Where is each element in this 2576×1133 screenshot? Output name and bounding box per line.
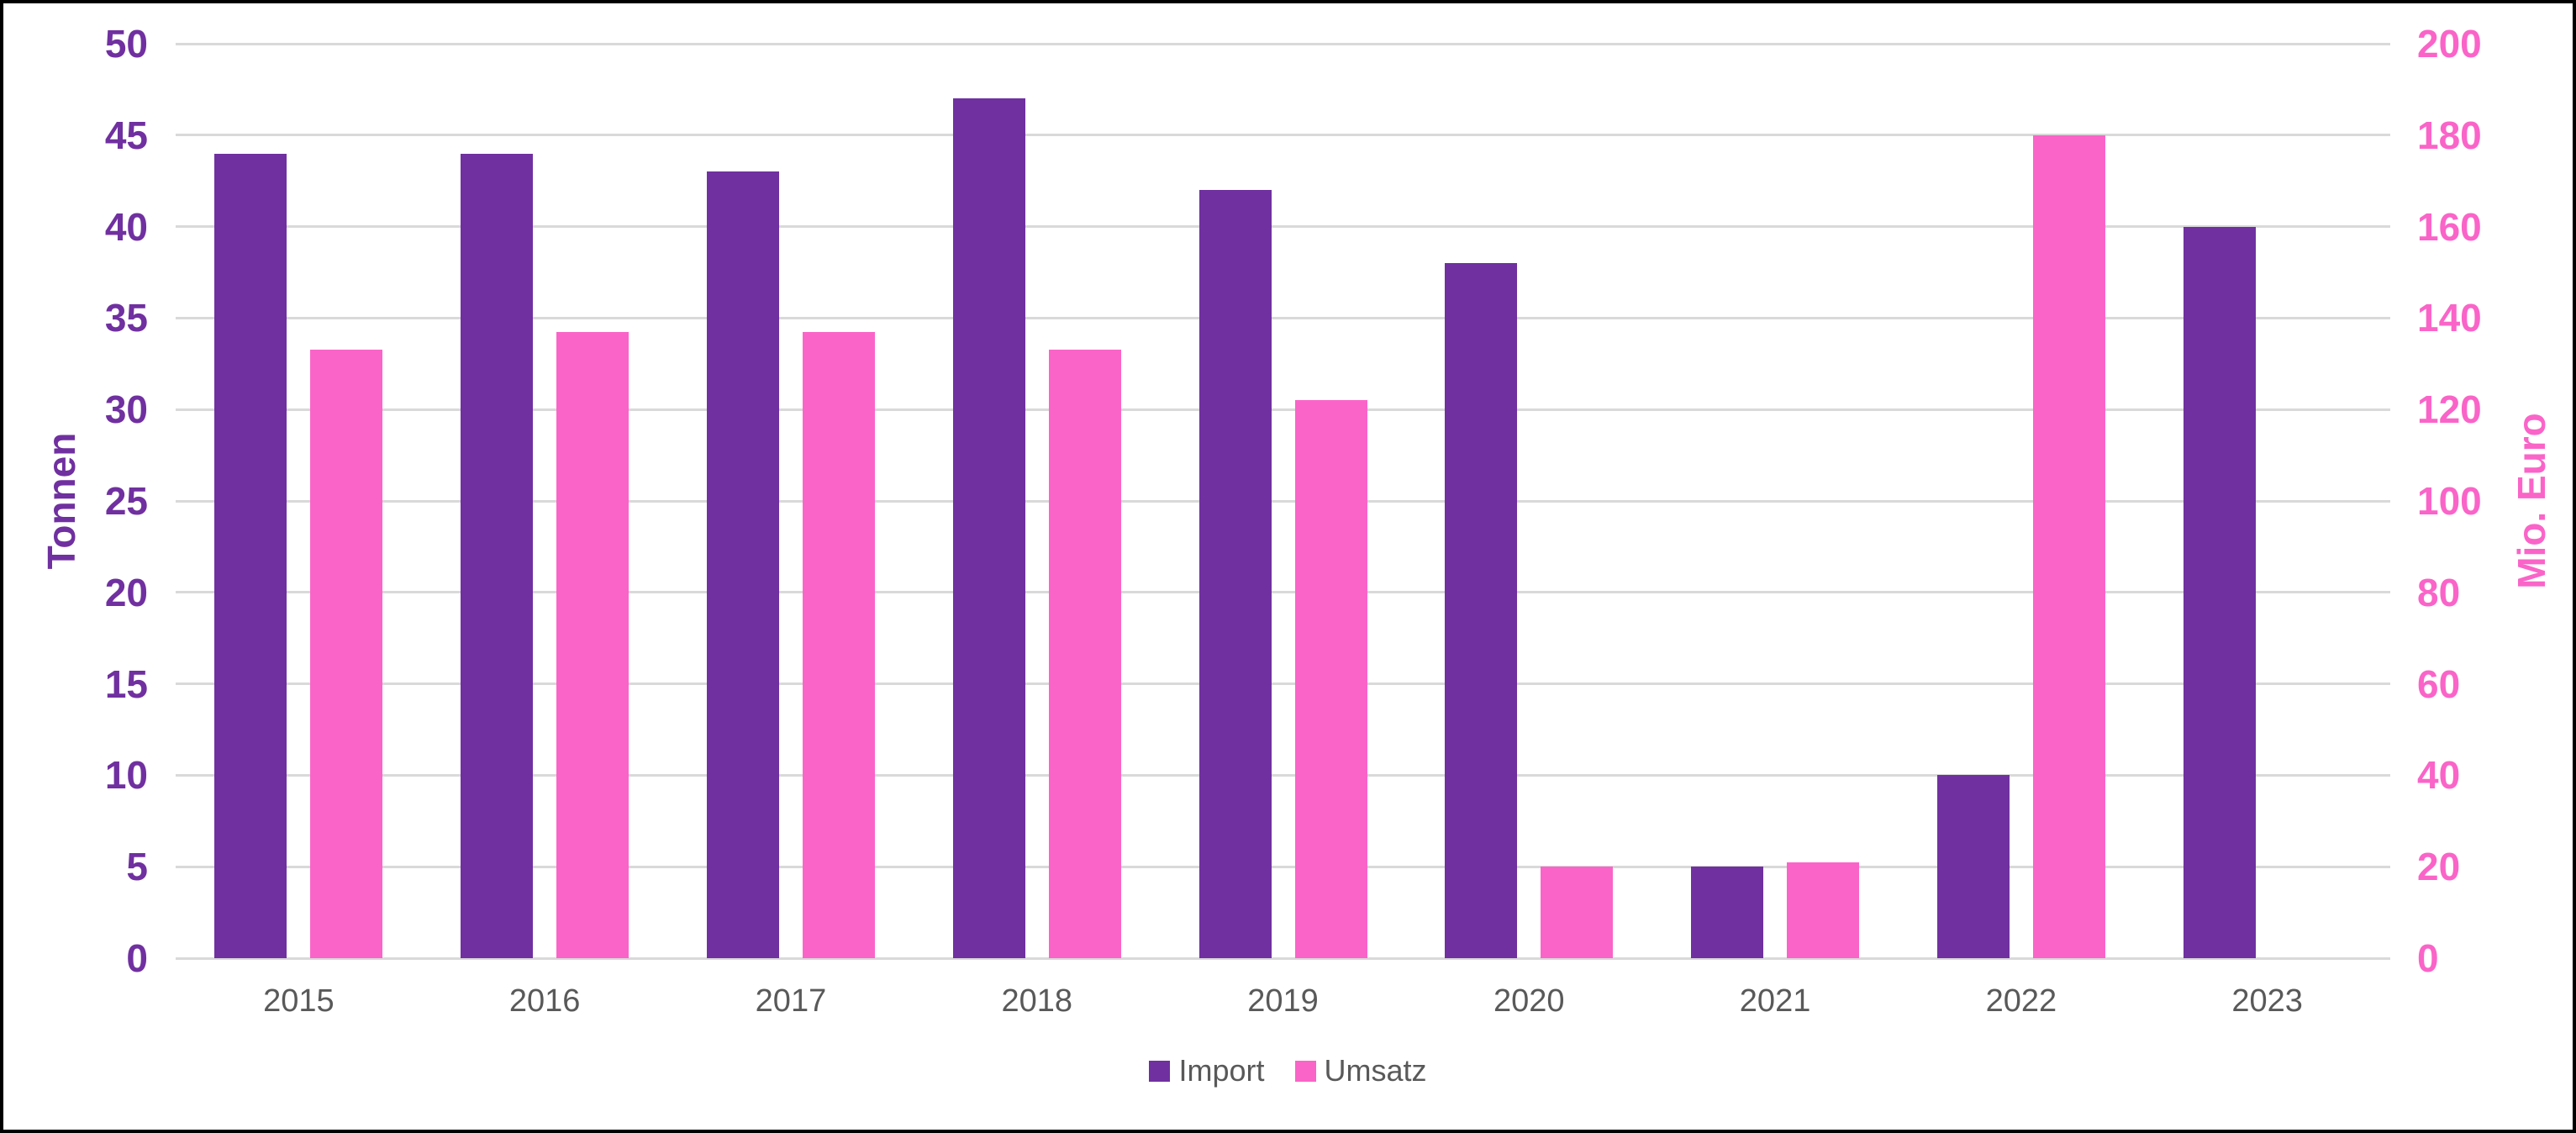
left-tick-10: 10 — [104, 753, 148, 798]
bar-pair-2022 — [1936, 44, 2105, 958]
bar-pair-2016 — [461, 44, 630, 958]
bar-group-2017 — [668, 44, 914, 958]
right-tick-100: 100 — [2417, 479, 2482, 523]
gridline-25 — [176, 499, 2390, 503]
bar-umsatz-2021 — [1787, 862, 1860, 958]
x-axis-labels: 2015 2016 2017 2018 2019 2020 2021 2022 2023 — [176, 968, 2390, 1020]
left-tick-15: 15 — [104, 661, 148, 706]
gridline-0 — [176, 956, 2390, 960]
bar-pair-2021 — [1691, 44, 1860, 958]
left-tick-30: 30 — [104, 387, 148, 432]
x-axis-label-2019: 2019 — [1247, 983, 1319, 1019]
bar-pair-2020 — [1445, 44, 1614, 958]
bar-umsatz-2016 — [556, 331, 630, 958]
gridline-30 — [176, 408, 2390, 411]
right-tick-200: 200 — [2417, 22, 2482, 66]
bar-import-2021 — [1691, 867, 1764, 958]
legend-swatch-umsatz — [1294, 1060, 1316, 1082]
bar-import-2020 — [1445, 263, 1518, 958]
bar-pair-2018 — [952, 44, 1121, 958]
bar-umsatz-2018 — [1048, 350, 1121, 958]
x-axis-label-2022: 2022 — [1985, 983, 2057, 1019]
bar-import-2022 — [1936, 775, 2010, 958]
bar-pair-2023 — [2183, 44, 2352, 958]
bar-pair-2017 — [706, 44, 875, 958]
bar-pair-2019 — [1198, 44, 1367, 958]
gridline-45 — [176, 134, 2390, 137]
bar-group-2016 — [422, 44, 668, 958]
left-tick-25: 25 — [104, 479, 148, 523]
bar-umsatz-2020 — [1541, 867, 1614, 958]
right-tick-160: 160 — [2417, 204, 2482, 249]
right-axis-ticks: 0 20 40 60 80 100 120 140 160 180 200 — [2417, 24, 2568, 978]
gridline-15 — [176, 682, 2390, 686]
bar-umsatz-2022 — [2032, 134, 2105, 958]
bar-import-2016 — [461, 153, 534, 958]
right-tick-120: 120 — [2417, 387, 2482, 432]
right-tick-0: 0 — [2417, 936, 2439, 980]
bar-import-2015 — [214, 153, 287, 958]
legend-label-umsatz: Umsatz — [1324, 1053, 1427, 1088]
right-tick-40: 40 — [2417, 753, 2461, 798]
bar-group-2015 — [176, 44, 422, 958]
legend-label-import: Import — [1178, 1053, 1265, 1088]
legend-item-import: Import — [1149, 1053, 1265, 1088]
bar-import-2017 — [706, 171, 779, 958]
bar-umsatz-2017 — [802, 331, 875, 958]
gridline-10 — [176, 773, 2390, 777]
x-axis-label-2015: 2015 — [263, 983, 335, 1019]
bar-pair-2015 — [214, 44, 383, 958]
bar-group-2019 — [1160, 44, 1406, 958]
plot-area — [176, 42, 2390, 960]
gridline-20 — [176, 591, 2390, 594]
bar-group-2020 — [1406, 44, 1652, 958]
left-tick-45: 45 — [104, 113, 148, 157]
bar-group-2018 — [914, 44, 1160, 958]
left-tick-5: 5 — [126, 845, 148, 889]
bar-import-2023 — [2183, 226, 2256, 958]
left-tick-40: 40 — [104, 204, 148, 249]
bar-group-2021 — [1652, 44, 1899, 958]
bar-group-2023 — [2144, 44, 2390, 958]
right-tick-60: 60 — [2417, 661, 2461, 706]
left-tick-0: 0 — [126, 936, 148, 980]
bar-import-2018 — [952, 98, 1025, 958]
right-tick-80: 80 — [2417, 570, 2461, 614]
gridline-5 — [176, 865, 2390, 868]
gridline-40 — [176, 225, 2390, 229]
bar-umsatz-2019 — [1294, 400, 1367, 958]
legend-item-umsatz: Umsatz — [1294, 1053, 1427, 1088]
x-axis-label-2021: 2021 — [1739, 983, 1811, 1019]
legend-swatch-import — [1149, 1060, 1171, 1082]
bar-groups — [176, 44, 2390, 958]
left-axis-ticks: 0 5 10 15 20 25 30 35 40 45 50 — [3, 24, 148, 978]
bar-umsatz-2015 — [310, 350, 383, 958]
left-tick-50: 50 — [104, 22, 148, 66]
right-tick-180: 180 — [2417, 113, 2482, 157]
x-axis-label-2020: 2020 — [1493, 983, 1565, 1019]
right-tick-140: 140 — [2417, 296, 2482, 340]
gridline-35 — [176, 316, 2390, 319]
left-tick-20: 20 — [104, 570, 148, 614]
gridline-50 — [176, 42, 2390, 45]
legend: Import Umsatz — [3, 1056, 2573, 1086]
x-axis-label-2018: 2018 — [1001, 983, 1072, 1019]
right-tick-20: 20 — [2417, 845, 2461, 889]
left-tick-35: 35 — [104, 296, 148, 340]
bar-group-2022 — [1898, 44, 2144, 958]
x-axis-label-2023: 2023 — [2231, 983, 2303, 1019]
x-axis-label-2016: 2016 — [508, 983, 581, 1019]
bar-import-2019 — [1198, 190, 1272, 958]
x-axis-label-2017: 2017 — [755, 983, 827, 1019]
